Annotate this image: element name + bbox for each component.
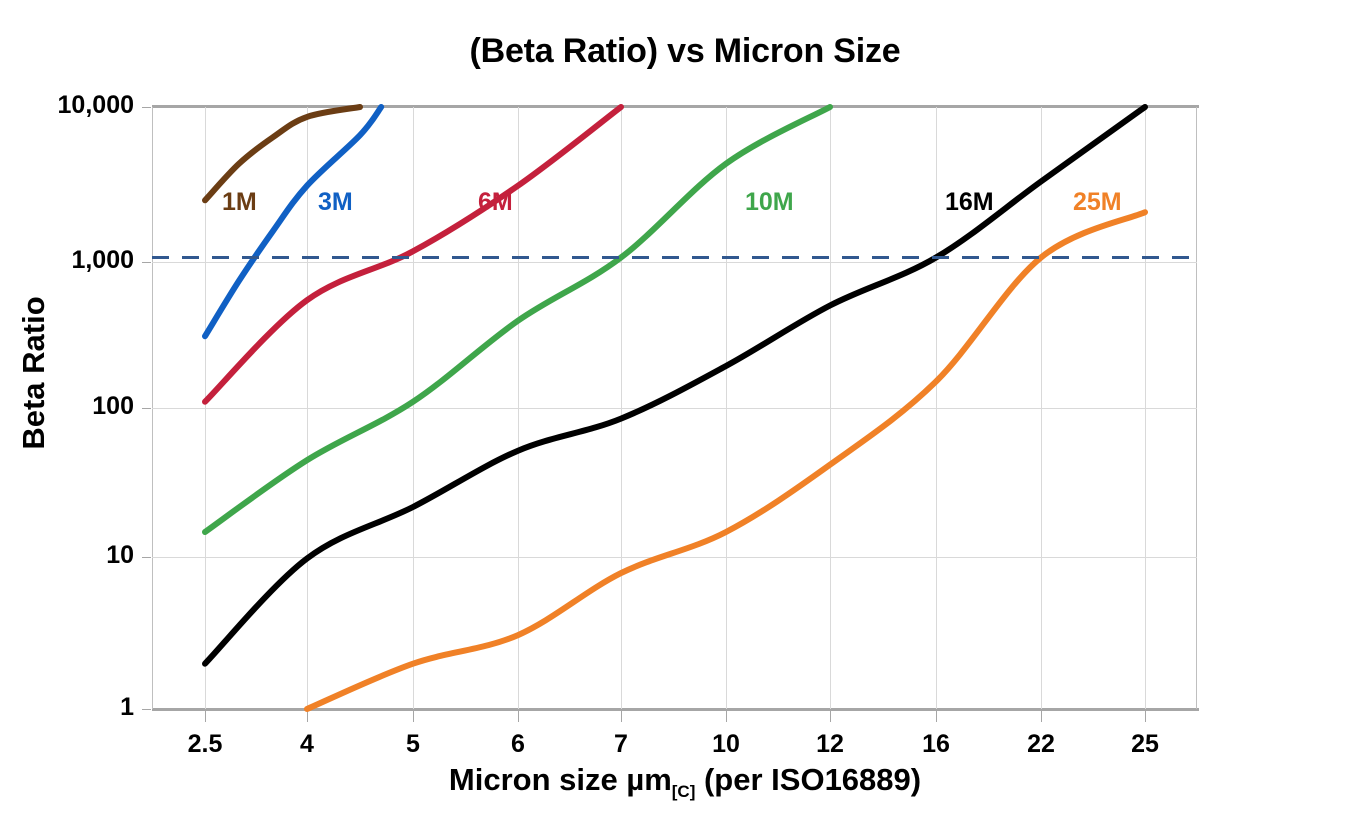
y-tick-mark (142, 408, 151, 409)
series-label-10m: 10M (745, 188, 794, 216)
x-tick-label: 16 (922, 730, 950, 758)
y-tick-label: 100 (92, 392, 134, 420)
x-tick-label: 25 (1131, 730, 1159, 758)
x-tick-mark (413, 711, 414, 722)
chart-title: (Beta Ratio) vs Micron Size (469, 32, 901, 70)
y-gridline (152, 408, 1197, 409)
x-tick-label: 22 (1027, 730, 1055, 758)
y-axis-title: Beta Ratio (16, 296, 51, 450)
x-tick-mark (1145, 711, 1146, 722)
x-axis-title-subscript: [C] (671, 782, 696, 802)
y-tick-mark (142, 262, 151, 263)
x-tick-mark (936, 711, 937, 722)
y-tick-mark (142, 107, 151, 108)
x-tick-mark (205, 711, 206, 722)
x-axis-title: Micron size µm[C] (per ISO16889) (0, 762, 1370, 802)
x-tick-mark (621, 711, 622, 722)
x-tick-label: 7 (614, 730, 628, 758)
y-gridline (152, 557, 1197, 558)
y-tick-label: 10 (106, 541, 134, 569)
x-tick-mark (1041, 711, 1042, 722)
x-axis-title-tail: (per ISO16889) (695, 762, 922, 797)
series-line-3m (202, 104, 385, 340)
series-label-3m: 3M (318, 188, 353, 216)
y-gridline (152, 262, 1197, 263)
series-label-1m: 1M (222, 188, 257, 216)
y-tick-label: 10,000 (57, 91, 134, 119)
x-tick-label: 6 (511, 730, 525, 758)
series-label-6m: 6M (478, 188, 513, 216)
x-axis-title-main: Micron size µm (448, 762, 672, 797)
series-line-1m (202, 104, 363, 204)
y-tick-mark (142, 709, 151, 710)
x-tick-mark (726, 711, 727, 722)
x-tick-label: 12 (816, 730, 844, 758)
x-tick-label: 10 (712, 730, 740, 758)
x-tick-mark (307, 711, 308, 722)
x-tick-mark (830, 711, 831, 722)
series-label-16m: 16M (945, 188, 994, 216)
y-tick-label: 1 (120, 693, 134, 721)
x-tick-label: 4 (300, 730, 314, 758)
y-tick-mark (142, 557, 151, 558)
x-tick-mark (518, 711, 519, 722)
series-label-25m: 25M (1073, 188, 1122, 216)
y-tick-label: 1,000 (71, 246, 134, 274)
x-tick-label: 2.5 (187, 730, 223, 758)
x-tick-label: 5 (406, 730, 420, 758)
